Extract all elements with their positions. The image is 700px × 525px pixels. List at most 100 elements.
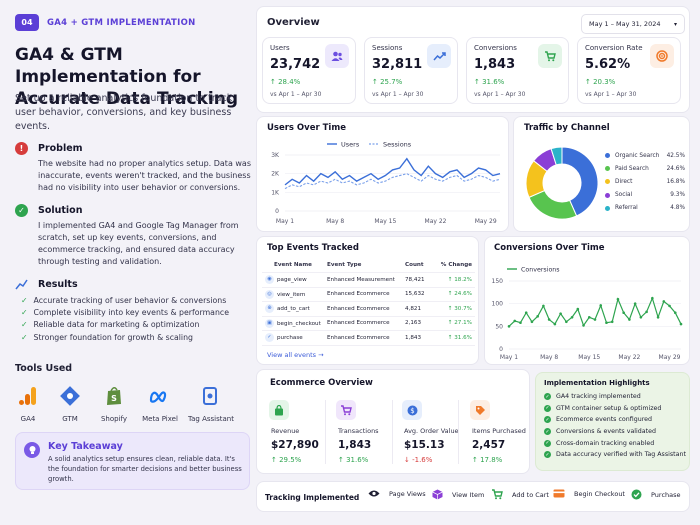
event-row-view_item[interactable]: ◎ view_item Enhanced Ecommerce 15,632 ↑ 24.6…: [262, 287, 475, 302]
col-change: % Change: [434, 258, 475, 273]
results-item: ✓ Reliable data for marketing & optimizat…: [21, 319, 229, 331]
tracking-item-view-item: View Item: [432, 489, 484, 500]
highlight-item: ✓ GTM container setup & optimized: [544, 403, 686, 415]
event-name: view_item: [277, 291, 306, 298]
legend-item: Direct 16.8%: [605, 175, 685, 188]
data-point: [524, 311, 528, 315]
data-point: [616, 297, 620, 301]
event-name-cell: ⊕ add_to_cart: [262, 301, 324, 317]
results-list: ✓ Accurate tracking of user behavior & co…: [21, 295, 229, 344]
x-tick-label: May 15: [578, 354, 600, 361]
data-point: [565, 320, 568, 324]
series-line-users: [284, 157, 501, 186]
header-badge: 04 GA4 + GTM IMPLEMENTATION: [15, 14, 196, 31]
event-row-page_view[interactable]: ◉ page_view Enhanced Measurement 78,421 ↑ 18…: [262, 272, 475, 288]
page-title: GA4 & GTM Implementation for Accurate Da…: [15, 45, 239, 109]
date-range-value: May 1 – May 31, 2024: [589, 20, 661, 28]
kpi-card-users: Users 23,742 ↑ 28.4% vs Apr 1 – Apr 30: [262, 37, 356, 104]
event-count-cell: 78,421: [402, 272, 434, 288]
view-all-events-link[interactable]: View all events →: [267, 351, 324, 359]
ecommerce-label: Revenue: [271, 427, 300, 435]
tool-meta-pixel: Meta Pixel: [138, 385, 182, 423]
event-change-cell: ↑ 31.6%: [434, 330, 475, 346]
data-point: [507, 325, 511, 328]
x-tick-label: May 8: [326, 218, 344, 225]
event-count-cell: 1,843: [402, 330, 434, 346]
ecommerce-label: Avg. Order Value: [404, 427, 459, 435]
y-tick-label: 50: [495, 323, 503, 330]
legend-swatch: [605, 192, 610, 198]
cart-icon: [491, 489, 503, 500]
data-point: [679, 322, 683, 326]
traffic-donut-chart: [525, 146, 599, 220]
kpi-value: 1,843: [474, 57, 516, 72]
event-icon: ⊕: [265, 304, 274, 314]
badge-number: 04: [15, 14, 39, 31]
event-type-cell: Enhanced Ecommerce: [324, 287, 402, 302]
data-point: [639, 315, 643, 319]
x-tick-label: May 22: [618, 354, 640, 361]
ecommerce-label: Items Purchased: [472, 427, 526, 435]
kpi-title: Users: [270, 44, 290, 52]
event-row-add_to_cart[interactable]: ⊕ add_to_cart Enhanced Ecommerce 4,821 ↑ 30.…: [262, 301, 475, 317]
ecommerce-value: 1,843: [338, 439, 372, 451]
kpi-card-sessions: Sessions 32,811 ↑ 25.7% vs Apr 1 – Apr 30: [364, 37, 458, 104]
legend-value: 16.8%: [666, 178, 685, 185]
date-range-dropdown[interactable]: May 1 – May 31, 2024 ▾: [581, 14, 685, 34]
divider: [458, 400, 459, 464]
trend-up-icon: [15, 279, 28, 290]
highlight-text: Conversions & events validated: [556, 428, 656, 436]
ecommerce-title: Ecommerce Overview: [270, 378, 373, 388]
event-type-cell: Enhanced Measurement: [324, 272, 402, 288]
implementation-highlights-card: Implementation Highlights ✓ GA4 tracking …: [535, 372, 690, 471]
cart-icon: [336, 400, 356, 420]
slice-paid-search: [528, 189, 578, 220]
check-icon: ✓: [21, 332, 28, 342]
x-tick-label: May 8: [540, 354, 558, 361]
event-change-cell: ↑ 24.6%: [434, 287, 475, 302]
event-name-cell: ◉ page_view: [262, 272, 324, 288]
shopify-logo-icon: S: [107, 387, 121, 405]
data-point: [519, 321, 522, 325]
legend-sessions-label: Sessions: [383, 141, 412, 149]
check-icon: ✓: [21, 296, 28, 305]
data-point: [530, 320, 534, 324]
data-point: [599, 304, 603, 307]
check-circle-icon: ✓: [544, 393, 551, 401]
kpi-value: 23,742: [270, 57, 321, 72]
legend-conversions-label: Conversions: [521, 267, 560, 274]
results-section: Results ✓ Accurate tracking of user behav…: [15, 278, 229, 344]
slice-organic-search: [561, 146, 599, 217]
event-row-purchase[interactable]: ✓ purchase Enhanced Ecommerce 1,843 ↑ 31.6%: [262, 330, 475, 346]
highlight-item: ✓ Conversions & events validated: [544, 426, 686, 438]
event-row-begin_checkout[interactable]: ▣ begin_checkout Enhanced Ecommerce 2,163 ↑ …: [262, 316, 475, 331]
ecommerce-metric-items-purchased: Items Purchased 2,457 ↑ 17.8%: [464, 400, 546, 464]
events-header-row: Event Name Event Type Count % Change: [262, 258, 475, 273]
data-point: [582, 324, 585, 327]
solution-body: I implemented GA4 and Google Tag Manager…: [38, 221, 239, 266]
legend-item: Organic Search 42.5%: [605, 149, 685, 162]
y-tick-label: 0: [275, 208, 279, 215]
highlights-title: Implementation Highlights: [544, 379, 650, 387]
event-name-cell: ▣ begin_checkout: [262, 316, 324, 331]
results-item: ✓ Accurate tracking of user behavior & co…: [21, 295, 229, 307]
users-over-time-card: Users Over Time Users Sessions 3K 2K 1K 0 May…: [256, 116, 509, 232]
tool-tag-assistant: Tag Assistant: [188, 385, 234, 423]
alert-icon: !: [15, 142, 28, 155]
kpi-title: Conversions: [474, 44, 517, 52]
col-event-type: Event Type: [324, 258, 402, 273]
data-point: [622, 311, 625, 315]
check-circle-icon: ✓: [544, 416, 551, 424]
kpi-change: ↑ 28.4%: [270, 78, 301, 86]
ecommerce-metric-revenue: Revenue $27,890 ↑ 29.5%: [263, 400, 345, 464]
highlight-item: ✓ Ecommerce events configured: [544, 414, 686, 426]
series-line-sessions: [284, 173, 501, 190]
results-item: ✓ Stronger foundation for growth & scalin…: [21, 332, 229, 344]
takeaway-body: A solid analytics setup ensures clean, r…: [48, 455, 242, 483]
tracking-item-label: Add to Cart: [512, 490, 549, 499]
data-point: [570, 315, 574, 319]
event-count-cell: 2,163: [402, 316, 434, 331]
ecommerce-metric-avg-order-value: $ Avg. Order Value $15.13 ↓ -1.6%: [396, 400, 478, 464]
tracking-item-page-views: Page Views: [368, 489, 426, 498]
